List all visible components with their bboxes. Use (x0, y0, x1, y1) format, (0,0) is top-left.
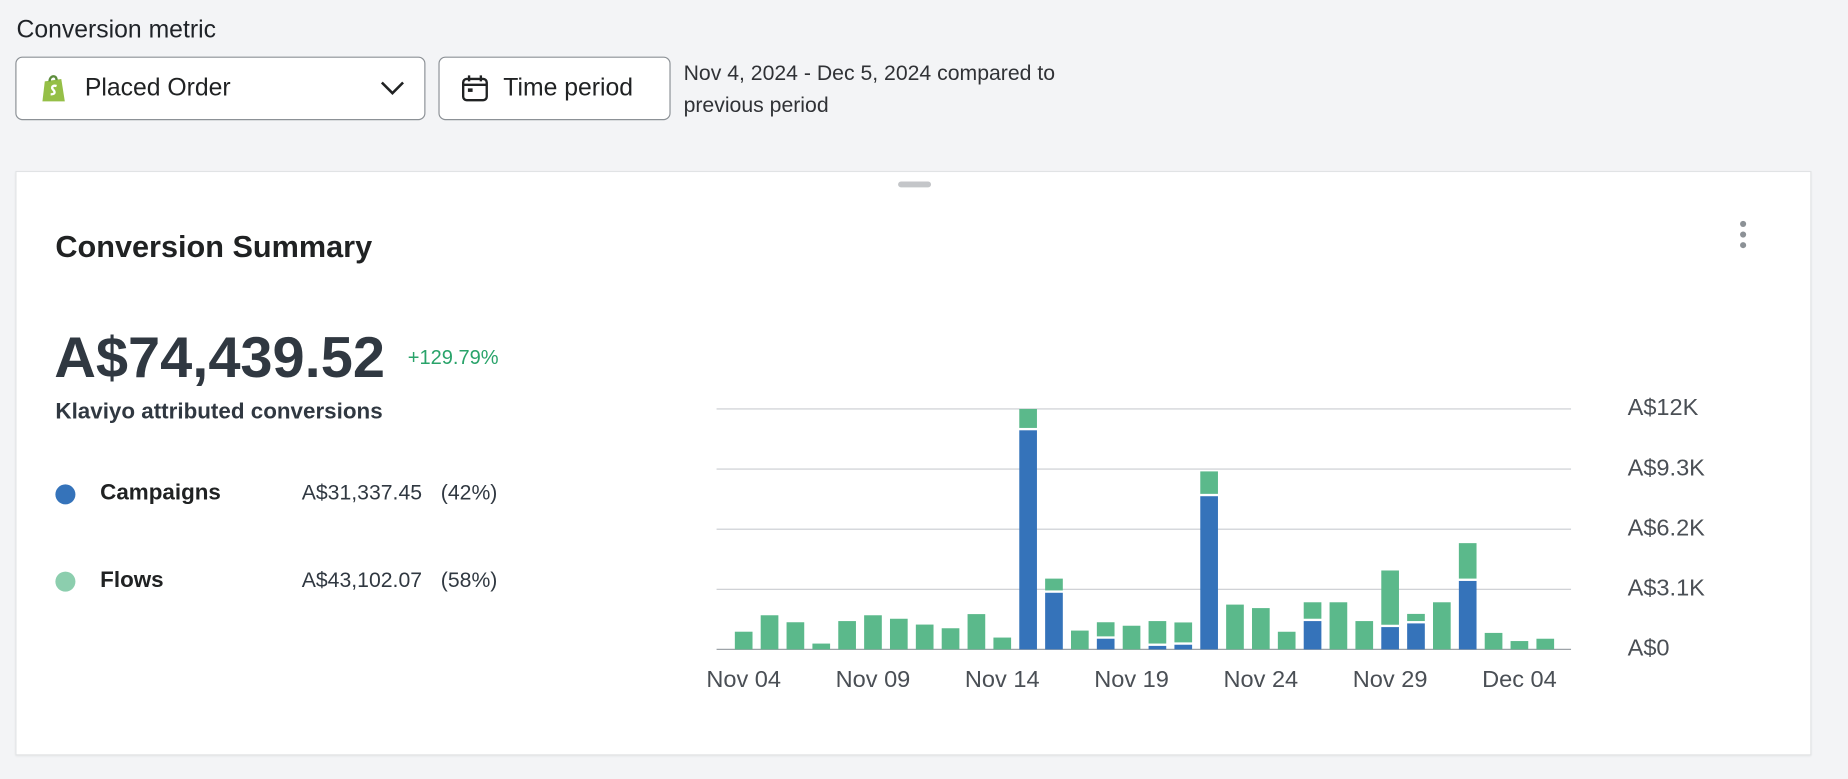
legend-amount: A$31,337.45 (301, 480, 423, 505)
time-period-button[interactable]: Time period (438, 56, 671, 121)
bar-segment (1433, 602, 1451, 650)
bar-segment (786, 622, 805, 650)
legend-share: (58%) (440, 568, 498, 592)
date-range: Nov 4, 2024 - Dec 5, 2024 compared to pr… (683, 61, 1056, 117)
bar-segment (1536, 638, 1555, 650)
bar-segment (941, 628, 960, 650)
bar-segment (1174, 644, 1193, 650)
bar-segment (1381, 627, 1399, 650)
bar-segment (812, 643, 831, 650)
bar-segment (760, 615, 779, 650)
calendar-icon (461, 75, 488, 102)
chevron (380, 81, 404, 95)
x-tick-label: Nov 09 (836, 666, 911, 692)
legend-name: Flows (100, 568, 164, 593)
x-tick-label: Nov 14 (965, 666, 1040, 692)
bar-segment (1303, 621, 1322, 650)
bar-segment (1381, 570, 1399, 625)
x-tick-label: Nov 29 (1353, 666, 1428, 692)
bar-segment (993, 637, 1012, 650)
bar-segment (1148, 645, 1167, 650)
x-tick-label: Dec 04 (1482, 666, 1557, 692)
total-value: A$74,439.52 (54, 326, 385, 391)
bar-segment (1045, 592, 1063, 650)
bar-segment (838, 621, 856, 650)
y-tick-label: A$9.3K (1628, 454, 1706, 480)
bar-segment (1407, 613, 1425, 622)
bar-segment (1200, 496, 1218, 650)
legend-share: (42%) (440, 480, 498, 505)
bar-segment (1329, 602, 1348, 650)
summary-card: Conversion Summary A$74,439.52 +129.79% … (15, 170, 1812, 756)
time-period-label: Time period (503, 74, 634, 102)
total-caption: Klaviyo attributed conversions (55, 399, 383, 425)
y-tick-label: A$3.1K (1628, 575, 1706, 601)
y-tick-label: A$0 (1628, 635, 1670, 661)
drag-handle[interactable] (898, 181, 932, 188)
bar-segment (889, 618, 908, 650)
metric-select[interactable]: Placed Order (15, 56, 426, 121)
bar-segment (1277, 631, 1296, 650)
y-tick-label: A$12K (1628, 394, 1699, 420)
bar-segment (1407, 623, 1425, 650)
bar-segment (1070, 630, 1089, 650)
more-menu[interactable] (1735, 219, 1752, 250)
x-tick-label: Nov 19 (1094, 666, 1169, 692)
bar-segment (1096, 622, 1115, 637)
shopify-icon (42, 75, 65, 102)
x-tick-label: Nov 24 (1223, 666, 1298, 692)
bar-segment (1122, 625, 1141, 650)
metric-value: Placed Order (84, 74, 231, 102)
bar-segment (1019, 430, 1037, 650)
y-tick-label: A$6.2K (1628, 514, 1706, 540)
bar-segment (1200, 471, 1218, 494)
bar-segment (1510, 641, 1529, 650)
bar-segment (1174, 622, 1193, 643)
bar-segment (864, 615, 882, 650)
bar-segment (734, 631, 753, 650)
legend-dot (55, 484, 76, 505)
bar-segment (1148, 621, 1167, 644)
bar-segment (1355, 621, 1374, 650)
bar-segment (1303, 602, 1322, 619)
bar-segment (1458, 543, 1477, 579)
bar-segment (1045, 578, 1063, 591)
bar-segment (1226, 604, 1244, 650)
legend-dot (55, 571, 76, 592)
total-change: +129.79% (407, 346, 499, 369)
legend-name: Campaigns (100, 480, 221, 506)
bar-segment (1019, 408, 1037, 428)
x-tick-label: Nov 04 (706, 666, 781, 692)
legend-amount: A$43,102.07 (301, 568, 423, 592)
bar-segment (1251, 608, 1270, 650)
metric-label: Conversion metric (16, 16, 216, 44)
bar-segment (915, 624, 934, 650)
bar-segment (1458, 580, 1477, 650)
bar-segment (1096, 638, 1115, 650)
card-title: Conversion Summary (55, 228, 373, 264)
bar-segment (967, 614, 986, 650)
bar-segment (1484, 632, 1503, 650)
